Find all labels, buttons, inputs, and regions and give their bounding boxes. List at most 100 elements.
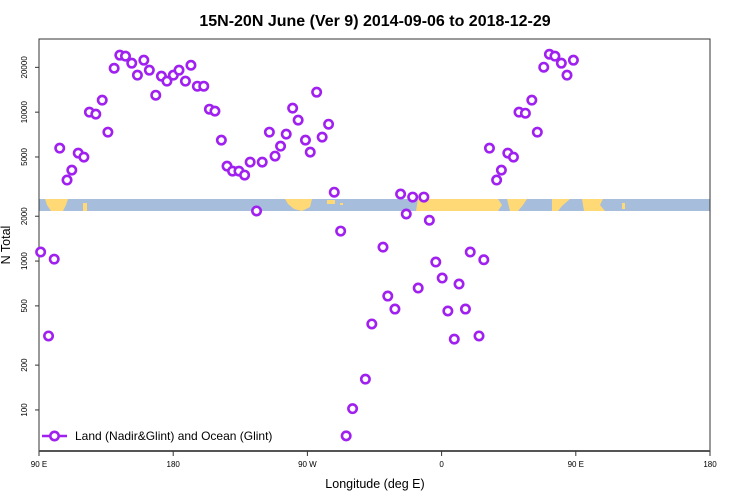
data-point [366,318,378,330]
data-point [263,126,275,138]
data-point [382,290,394,302]
data-point [251,205,263,217]
y-tick-label: 5000 [20,148,29,166]
x-tick-label: 0 [439,460,444,469]
data-point [436,272,448,284]
data-point [316,131,328,143]
data-point [389,303,401,315]
data-point [173,64,185,76]
data-point [448,333,460,345]
data-point [531,126,543,138]
data-point [483,142,495,154]
data-point [519,107,531,119]
data-point [78,151,90,163]
x-axis: 90 E 180 90 W 0 90 E 180 [31,450,717,469]
data-point [561,69,573,81]
data-point [126,57,138,69]
data-point [538,61,550,73]
data-point [119,50,131,62]
land-ocean-strip [39,199,710,211]
data-point [102,126,114,138]
data-point [275,140,287,152]
y-tick-label: 200 [20,358,29,372]
data-point [407,191,419,203]
y-tick-label: 2000 [20,207,29,225]
plot-frame [38,38,711,452]
data-point [287,102,299,114]
data-point [400,208,412,220]
y-tick-label: 1000 [20,252,29,270]
data-point [473,330,485,342]
data-point [43,330,55,342]
data-point [459,303,471,315]
data-point [179,75,191,87]
data-point [340,430,352,442]
data-point [215,134,227,146]
data-point [35,246,47,258]
data-point [256,156,268,168]
data-point [131,69,143,81]
data-point [549,50,561,62]
x-tick-label: 90 E [31,460,47,469]
y-tick-label: 20000 [20,56,29,79]
land-segments [45,199,625,211]
data-point [423,214,435,226]
data-point [359,373,371,385]
data-point [335,225,347,237]
y-tick-label: 500 [20,299,29,313]
data-point [412,282,424,294]
legend-label: Land (Nadir&Glint) and Ocean (Glint) [75,429,272,443]
data-point [161,75,173,87]
data-point [442,305,454,317]
x-tick-label: 90 W [298,460,317,469]
data-points [35,48,579,442]
y-tick-label: 10000 [20,100,29,123]
x-tick-label: 180 [167,460,181,469]
data-point [138,54,150,66]
y-axis-label: N Total [0,226,13,265]
x-tick-label: 90 E [568,460,584,469]
legend: Land (Nadir&Glint) and Ocean (Glint) [42,429,272,443]
data-point [244,156,256,168]
data-point [299,134,311,146]
data-point [108,62,120,74]
chart-title: 15N-20N June (Ver 9) 2014-09-06 to 2018-… [199,13,550,30]
x-axis-label: Longitude (deg E) [325,477,424,491]
data-point [185,59,197,71]
data-point [395,188,407,200]
data-point [323,118,335,130]
y-axis: 100 200 500 1000 2000 5000 10000 20000 [20,56,39,417]
data-point [54,142,66,154]
data-point [292,114,304,126]
data-point [280,128,292,140]
y-tick-label: 100 [20,403,29,417]
data-point [143,64,155,76]
data-point [418,191,430,203]
data-point [150,89,162,101]
data-point [269,150,281,162]
data-point [66,164,78,176]
data-point [61,174,73,186]
data-point [464,246,476,258]
data-point [347,403,359,415]
x-tick-label: 180 [703,460,717,469]
legend-marker [48,430,60,442]
data-point [555,57,567,69]
ocean-band [39,199,710,211]
data-point [567,54,579,66]
data-point [430,256,442,268]
data-point [239,169,251,181]
data-point [311,86,323,98]
data-point [198,80,210,92]
data-point [328,186,340,198]
data-point [48,253,60,265]
data-point [90,108,102,120]
data-point [96,94,108,106]
data-point [304,146,316,158]
data-point [478,254,490,266]
data-point [491,174,503,186]
data-point [526,94,538,106]
data-point [377,241,389,253]
data-point [453,278,465,290]
